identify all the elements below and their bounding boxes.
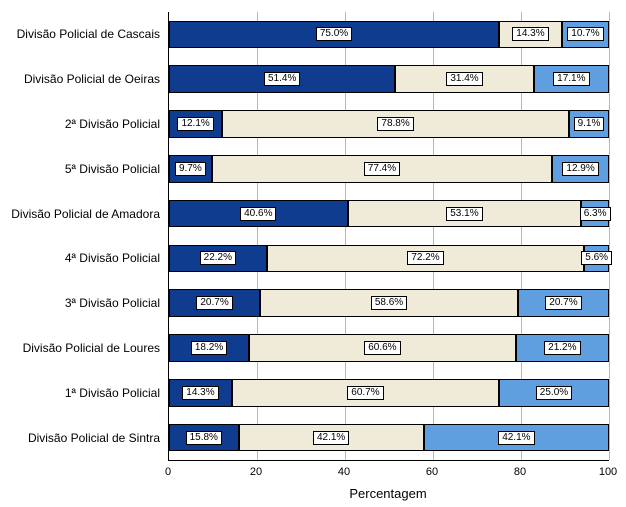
segment-value-label: 58.6% xyxy=(371,296,407,310)
bar-segment: 20.7% xyxy=(169,289,260,317)
segment-value-label: 20.7% xyxy=(196,296,232,310)
bar-segment: 17.1% xyxy=(534,65,609,93)
bar-segment: 18.2% xyxy=(169,334,249,362)
bar-segment: 14.3% xyxy=(169,379,232,407)
segment-value-label: 5.6% xyxy=(581,251,612,265)
category-label: 1ª Divisão Policial xyxy=(65,386,160,400)
bar-row: 14.3% 60.7% 25.0% xyxy=(169,379,609,407)
category-label: 5ª Divisão Policial xyxy=(65,162,160,176)
category-label: Divisão Policial de Loures xyxy=(23,341,160,355)
segment-value-label: 20.7% xyxy=(545,296,581,310)
bar-segment: 75.0% xyxy=(169,21,499,49)
segment-value-label: 12.9% xyxy=(562,162,598,176)
segment-value-label: 42.1% xyxy=(498,431,534,445)
bar-segment: 60.6% xyxy=(249,334,516,362)
segment-value-label: 72.2% xyxy=(407,251,443,265)
category-label: Divisão Policial de Sintra xyxy=(28,431,160,445)
bar-segment: 9.1% xyxy=(569,110,609,138)
category-label: Divisão Policial de Oeiras xyxy=(24,72,160,86)
bar-segment: 60.7% xyxy=(232,379,499,407)
segment-value-label: 10.7% xyxy=(567,27,603,41)
bar-segment: 14.3% xyxy=(499,21,562,49)
bar-segment: 31.4% xyxy=(395,65,533,93)
bar-segment: 10.7% xyxy=(562,21,609,49)
bar-segment: 72.2% xyxy=(267,245,585,273)
segment-value-label: 75.0% xyxy=(316,27,352,41)
bar-segment: 20.7% xyxy=(518,289,609,317)
x-tick-label: 0 xyxy=(165,466,171,478)
category-label: 2ª Divisão Policial xyxy=(65,117,160,131)
segment-value-label: 60.6% xyxy=(364,341,400,355)
bar-segment: 12.1% xyxy=(169,110,222,138)
segment-value-label: 77.4% xyxy=(364,162,400,176)
segment-value-label: 60.7% xyxy=(347,386,383,400)
segment-value-label: 6.3% xyxy=(580,207,611,221)
bar-segment: 51.4% xyxy=(169,65,395,93)
x-tick-label: 60 xyxy=(426,466,438,478)
segment-value-label: 15.8% xyxy=(186,431,222,445)
segment-value-label: 40.6% xyxy=(240,207,276,221)
bar-row: 12.1% 78.8% 9.1% xyxy=(169,110,609,138)
segment-value-label: 12.1% xyxy=(177,117,213,131)
segment-value-label: 9.7% xyxy=(175,162,206,176)
category-label: 3ª Divisão Policial xyxy=(65,296,160,310)
segment-value-label: 9.1% xyxy=(574,117,605,131)
plot-area: 75.0% 14.3% 10.7% 51.4% 31.4% 17.1% 12.1% 78.8%… xyxy=(168,12,609,461)
segment-value-label: 78.8% xyxy=(377,117,413,131)
bar-segment: 25.0% xyxy=(499,379,609,407)
segment-value-label: 14.3% xyxy=(512,27,548,41)
segment-value-label: 21.2% xyxy=(544,341,580,355)
segment-value-label: 18.2% xyxy=(191,341,227,355)
stacked-bar-chart: 75.0% 14.3% 10.7% 51.4% 31.4% 17.1% 12.1% 78.8%… xyxy=(0,0,626,507)
bar-row: 51.4% 31.4% 17.1% xyxy=(169,65,609,93)
bar-row: 40.6% 53.1% 6.3% xyxy=(169,200,609,228)
segment-value-label: 22.2% xyxy=(200,251,236,265)
category-label: 4ª Divisão Policial xyxy=(65,251,160,265)
x-tick-label: 20 xyxy=(250,466,262,478)
segment-value-label: 31.4% xyxy=(446,72,482,86)
bar-segment: 42.1% xyxy=(424,424,609,452)
bar-segment: 77.4% xyxy=(212,155,553,183)
bar-segment: 40.6% xyxy=(169,200,348,228)
x-tick-label: 40 xyxy=(338,466,350,478)
bar-segment: 5.6% xyxy=(584,245,609,273)
x-tick-label: 80 xyxy=(514,466,526,478)
bar-segment: 9.7% xyxy=(169,155,212,183)
segment-value-label: 17.1% xyxy=(553,72,589,86)
bar-row: 9.7% 77.4% 12.9% xyxy=(169,155,609,183)
category-label: Divisão Policial de Amadora xyxy=(11,207,160,221)
category-label: Divisão Policial de Cascais xyxy=(17,27,160,41)
bar-row: 22.2% 72.2% 5.6% xyxy=(169,245,609,273)
bar-segment: 53.1% xyxy=(348,200,582,228)
bar-segment: 78.8% xyxy=(222,110,569,138)
bar-segment: 21.2% xyxy=(516,334,609,362)
bar-segment: 12.9% xyxy=(552,155,609,183)
bar-row: 20.7% 58.6% 20.7% xyxy=(169,289,609,317)
gridline xyxy=(609,12,610,460)
bar-segment: 42.1% xyxy=(239,424,424,452)
segment-value-label: 42.1% xyxy=(313,431,349,445)
segment-value-label: 53.1% xyxy=(446,207,482,221)
bar-segment: 6.3% xyxy=(581,200,609,228)
bar-row: 75.0% 14.3% 10.7% xyxy=(169,21,609,49)
segment-value-label: 51.4% xyxy=(264,72,300,86)
x-axis-title: Percentagem xyxy=(349,486,426,501)
bar-segment: 22.2% xyxy=(169,245,267,273)
segment-value-label: 25.0% xyxy=(536,386,572,400)
bar-row: 18.2% 60.6% 21.2% xyxy=(169,334,609,362)
x-tick-label: 100 xyxy=(599,466,617,478)
bar-segment: 15.8% xyxy=(169,424,239,452)
bar-segment: 58.6% xyxy=(260,289,518,317)
segment-value-label: 14.3% xyxy=(182,386,218,400)
bar-row: 15.8% 42.1% 42.1% xyxy=(169,424,609,452)
